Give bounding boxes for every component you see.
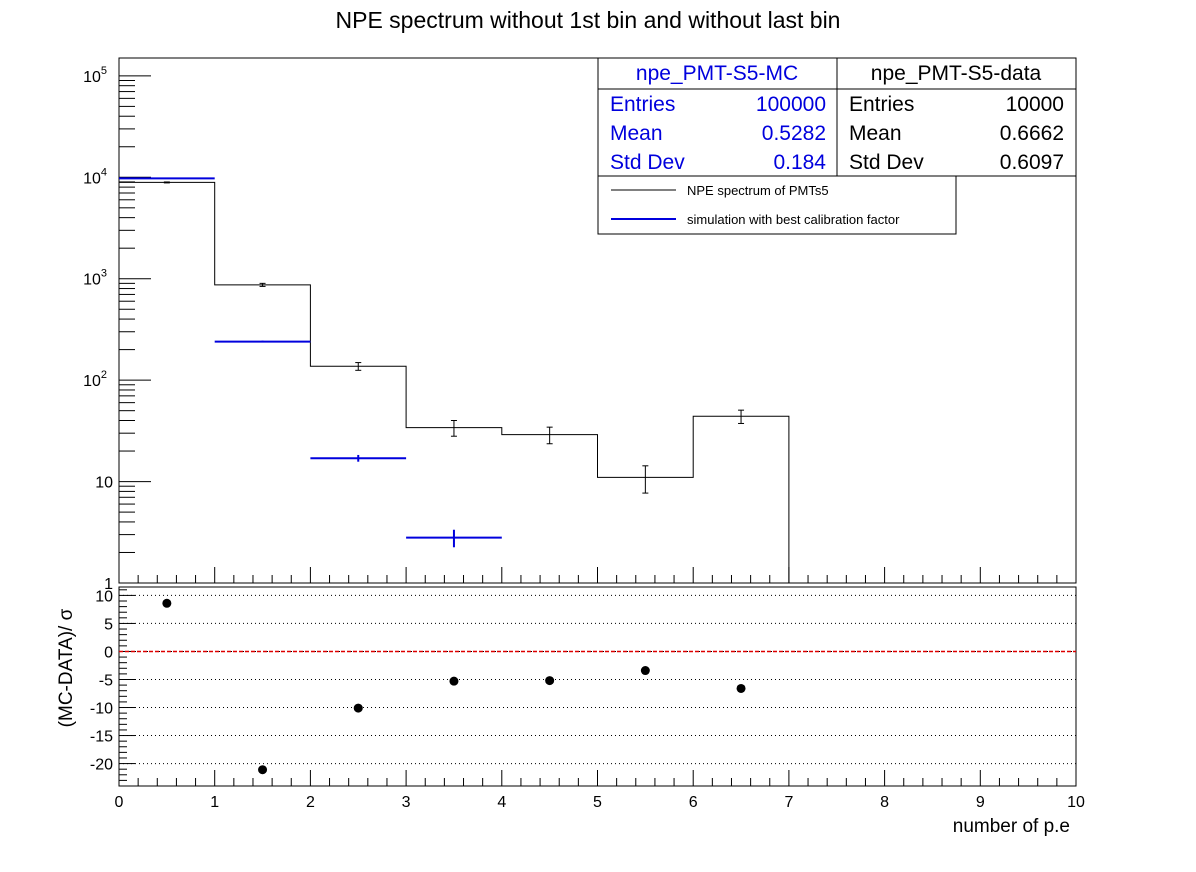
ratio-point: [736, 683, 746, 693]
ratio-y-tick-label: 5: [104, 616, 113, 633]
stats-mc-value-stddev: 0.184: [773, 151, 826, 174]
x-tick-label: 6: [689, 794, 698, 811]
stats-box-mc: npe_PMT-S5-MC Entries 100000 Mean 0.5282…: [597, 57, 838, 177]
stats-data-value-entries: 10000: [1006, 93, 1064, 116]
stats-mc-label-mean: Mean: [610, 122, 663, 145]
x-tick-label: 9: [976, 794, 985, 811]
ratio-y-tick-label: -10: [90, 701, 113, 718]
stats-mc-value-mean: 0.5282: [762, 122, 826, 145]
stats-box-mc-name: npe_PMT-S5-MC: [636, 62, 798, 85]
stats-data-value-stddev: 0.6097: [1000, 151, 1064, 174]
x-tick-label: 5: [593, 794, 602, 811]
ratio-y-axis-label: (MC-DATA)/ σ: [56, 608, 77, 727]
x-tick-label: 4: [497, 794, 506, 811]
ratio-y-tick-label: 0: [104, 644, 113, 661]
stats-data-label-stddev: Std Dev: [849, 151, 924, 174]
stats-data-label-entries: Entries: [849, 93, 914, 116]
upper-y-tick-label: 10: [95, 475, 113, 492]
stats-mc-value-entries: 100000: [756, 93, 826, 116]
ratio-y-tick-label: -20: [90, 757, 113, 774]
x-tick-label: 1: [210, 794, 219, 811]
stats-box-data-frame: [836, 57, 1077, 177]
data-histogram-line: [119, 181, 1076, 584]
x-tick-label: 10: [1067, 794, 1085, 811]
ratio-point: [353, 703, 363, 713]
ratio-y-tick-label: -15: [90, 729, 113, 746]
upper-y-tick-label: 104: [83, 166, 107, 187]
stats-box-data-name: npe_PMT-S5-data: [871, 62, 1042, 85]
legend-label-data: NPE spectrum of PMTs5: [687, 183, 829, 198]
legend-label-mc: simulation with best calibration factor: [687, 212, 900, 227]
ratio-point: [640, 666, 650, 676]
ratio-y-tick-label: 10: [95, 588, 113, 605]
ratio-plot-frame: [118, 586, 1077, 787]
upper-y-tick-label: 105: [83, 65, 107, 86]
ratio-point: [258, 765, 268, 775]
stats-mc-label-stddev: Std Dev: [610, 151, 685, 174]
stats-box-data: npe_PMT-S5-data Entries 10000 Mean 0.666…: [836, 57, 1077, 177]
ratio-point: [449, 676, 459, 686]
stats-data-label-mean: Mean: [849, 122, 902, 145]
ratio-point: [545, 676, 555, 686]
x-tick-label: 3: [402, 794, 411, 811]
stats-box-mc-frame: [597, 57, 838, 177]
stats-mc-label-entries: Entries: [610, 93, 675, 116]
x-tick-label: 2: [306, 794, 315, 811]
upper-y-tick-label: 103: [83, 268, 107, 289]
ratio-point: [162, 598, 172, 608]
stats-data-value-mean: 0.6662: [1000, 122, 1064, 145]
x-tick-label: 7: [784, 794, 793, 811]
x-axis-label: number of p.e: [953, 816, 1070, 837]
chart-title: NPE spectrum without 1st bin and without…: [336, 7, 841, 33]
ratio-plot: 0 1 2 3 4 5 6 7 8 9 10 10 5 0 -5 -10 -15 -20: [90, 586, 1085, 811]
ratio-y-tick-label: -5: [99, 672, 113, 689]
legend-frame: [597, 175, 957, 235]
legend: NPE spectrum of PMTs5 simulation with be…: [597, 175, 957, 235]
x-tick-label: 0: [115, 794, 124, 811]
x-tick-label: 8: [880, 794, 889, 811]
upper-y-tick-label: 102: [83, 369, 107, 390]
upper-y-tick-label: 1: [104, 576, 113, 593]
